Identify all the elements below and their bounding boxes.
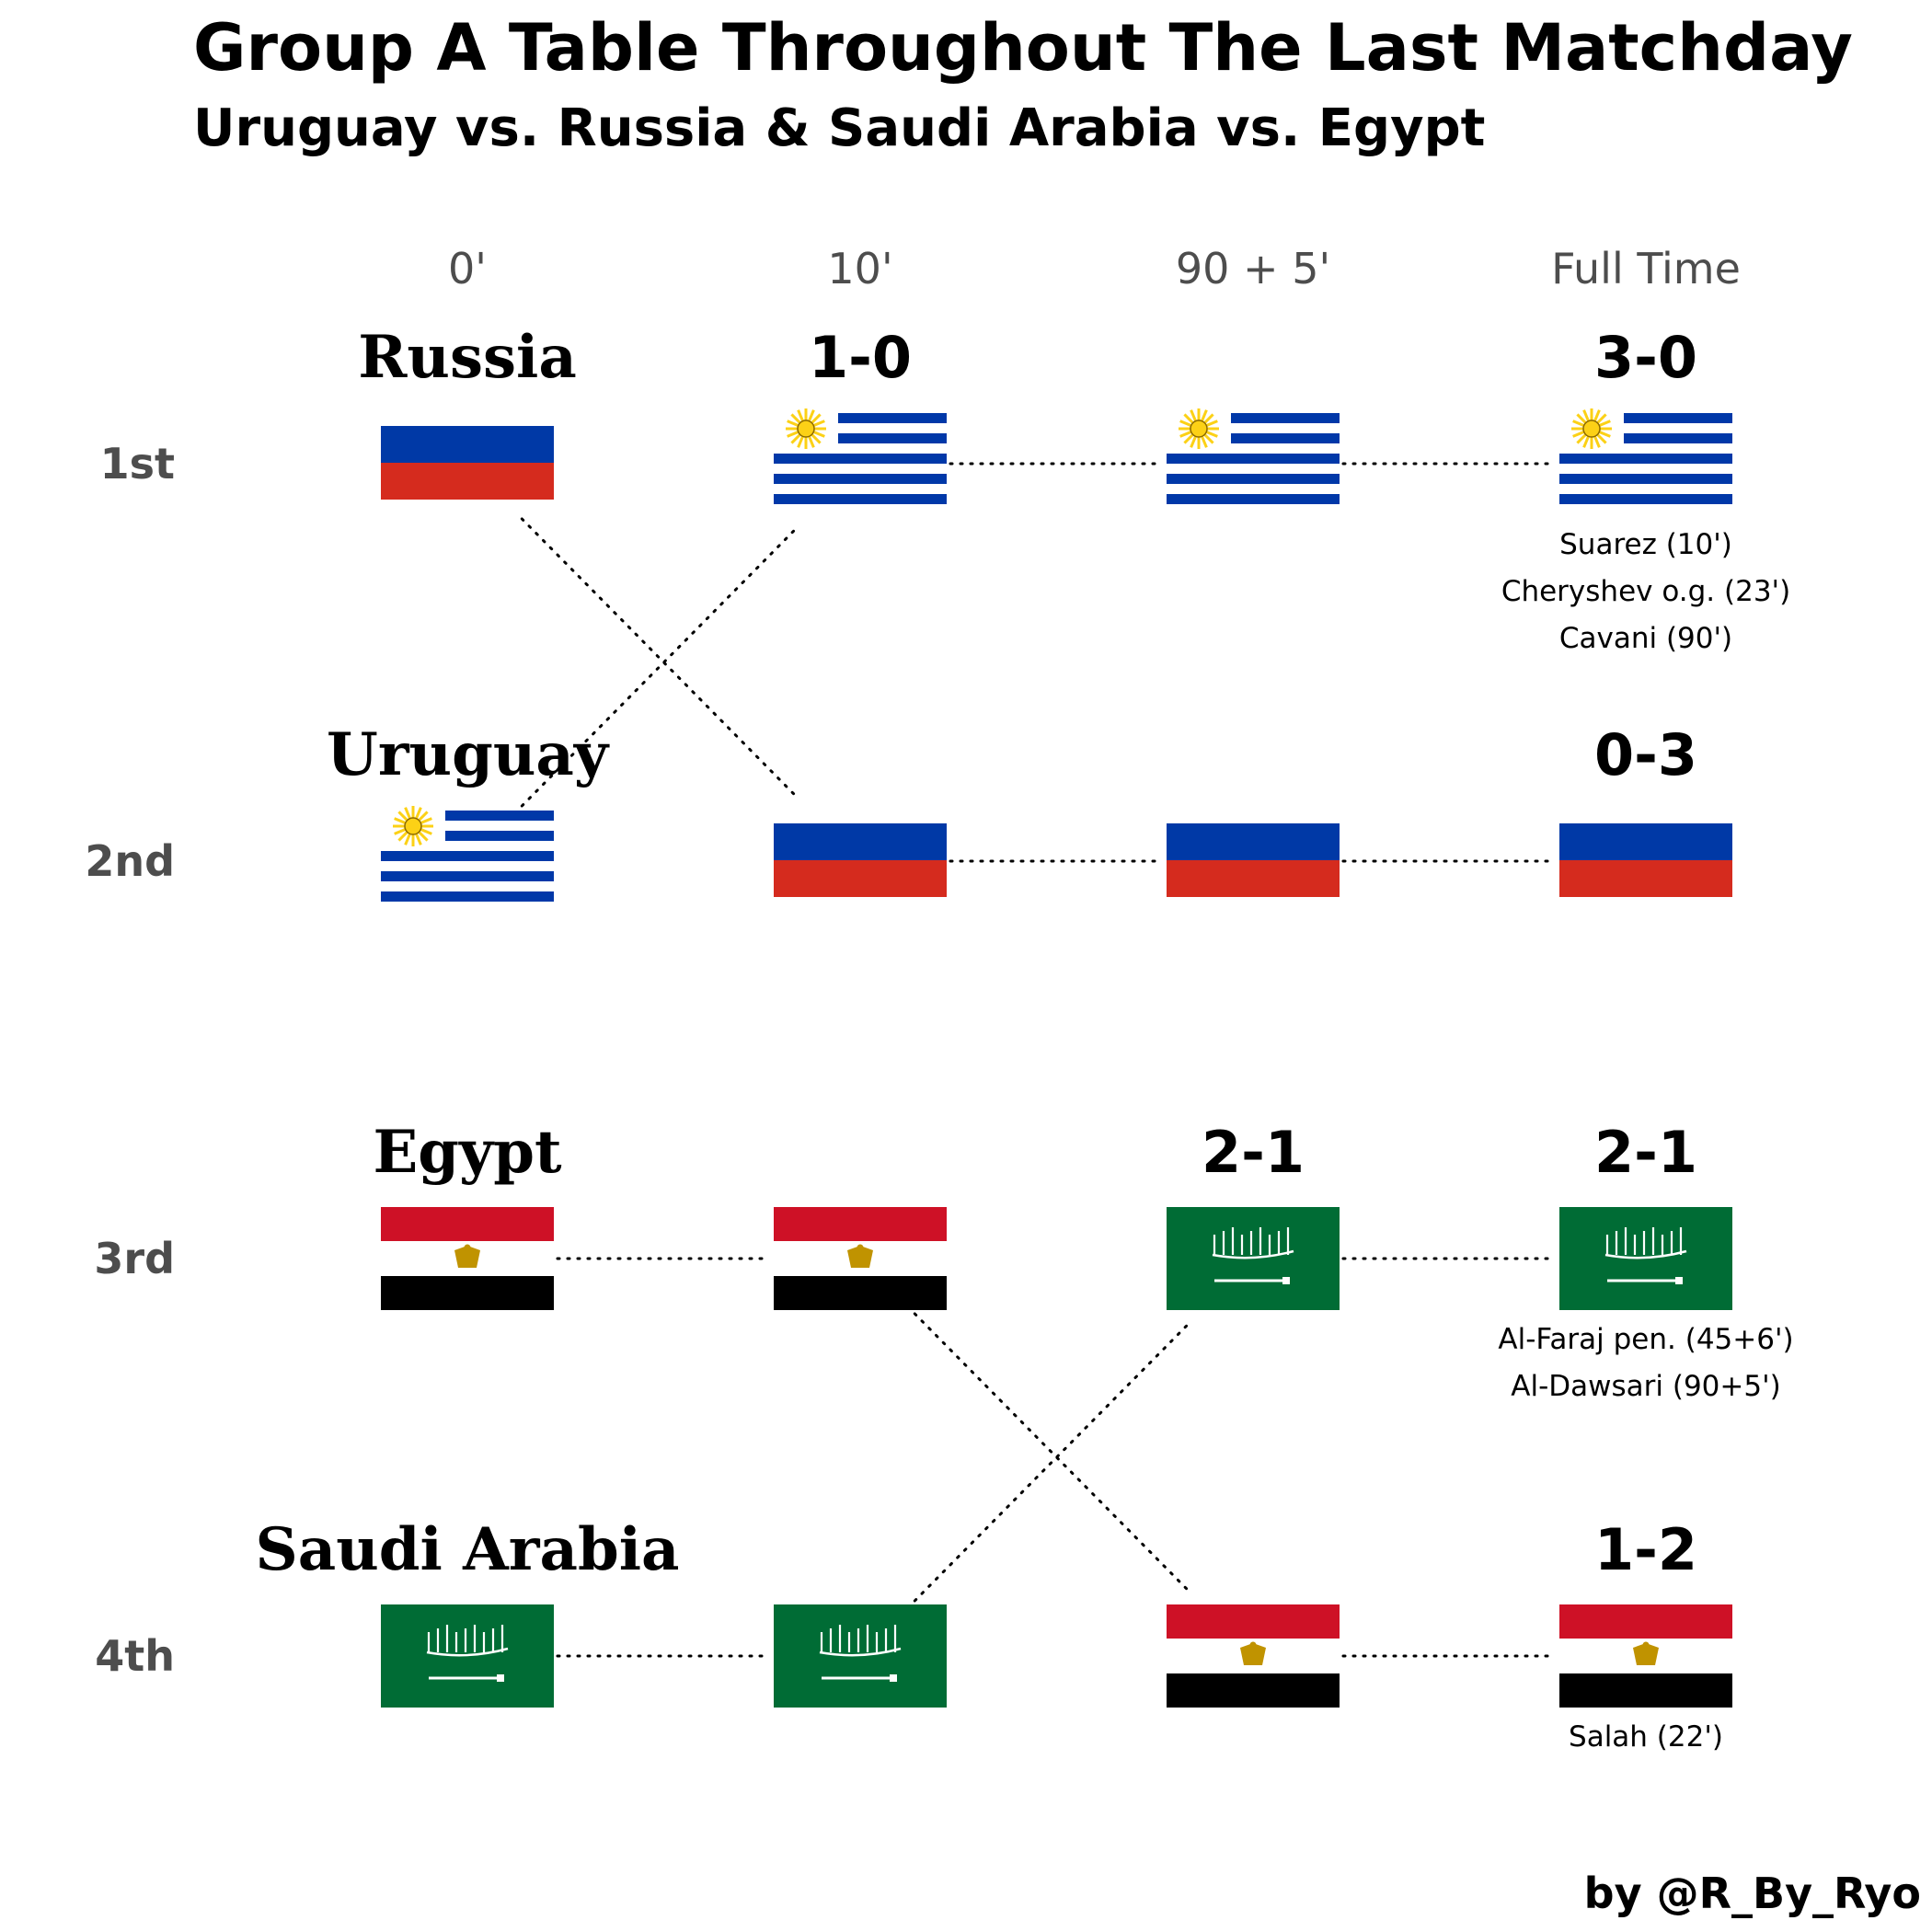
- column-label: 10': [827, 244, 892, 293]
- credit-label: by @R_By_Ryo: [1584, 1869, 1921, 1918]
- chart-marks: [381, 408, 1732, 1708]
- score-label: 2-1: [1594, 1119, 1697, 1186]
- connector-egypt-1: [913, 1312, 1190, 1593]
- score-label: 0-3: [1594, 721, 1697, 788]
- eagle-icon: [847, 1244, 873, 1268]
- rank-label: 1st: [100, 439, 175, 489]
- scorer-label: Salah (22'): [1569, 1720, 1723, 1754]
- flag-egypt: [381, 1207, 554, 1310]
- team-name-russia: Russia: [358, 323, 577, 392]
- flag-uruguay: [1167, 408, 1340, 504]
- sword-icon: [822, 1674, 897, 1682]
- connector-russia-0: [520, 517, 798, 798]
- sun-of-may-icon: [1179, 408, 1219, 449]
- column-label: 0': [448, 244, 487, 293]
- eagle-icon: [1240, 1641, 1266, 1665]
- flag-saudi-arabia: [1559, 1207, 1732, 1310]
- scorer-label: Al-Faraj pen. (45+6'): [1498, 1323, 1793, 1356]
- flag-egypt: [1559, 1604, 1732, 1708]
- scorer-label: Suarez (10'): [1559, 528, 1732, 561]
- chart-subtitle: Uruguay vs. Russia & Saudi Arabia vs. Eg…: [193, 98, 1485, 158]
- scorer-label: Cheryshev o.g. (23'): [1501, 575, 1790, 608]
- chart-title: Group A Table Throughout The Last Matchd…: [193, 10, 1853, 86]
- eagle-icon: [1633, 1641, 1659, 1665]
- rank-label: 4th: [95, 1631, 175, 1681]
- flag-russia: [1167, 823, 1340, 897]
- team-name-saudi-arabia: Saudi Arabia: [256, 1515, 680, 1584]
- flag-saudi-arabia: [1167, 1207, 1340, 1310]
- shahada-icon: [426, 1625, 509, 1657]
- eagle-icon: [454, 1244, 480, 1268]
- score-label: 2-1: [1202, 1119, 1305, 1186]
- rank-label: 3rd: [94, 1234, 175, 1283]
- sun-of-may-icon: [786, 408, 826, 449]
- column-label: Full Time: [1551, 244, 1741, 293]
- shahada-icon: [1604, 1227, 1687, 1259]
- scorer-label: Cavani (90'): [1559, 622, 1732, 655]
- scorer-label: Al-Dawsari (90+5'): [1511, 1370, 1780, 1403]
- connector-uruguay-0: [520, 527, 798, 808]
- flag-russia: [774, 823, 947, 897]
- sword-icon: [429, 1674, 504, 1682]
- flag-egypt: [774, 1207, 947, 1310]
- flag-russia: [381, 426, 554, 500]
- connector-saudi-arabia-1: [913, 1322, 1190, 1603]
- score-label: 3-0: [1594, 324, 1697, 391]
- team-name-egypt: Egypt: [373, 1118, 561, 1187]
- sword-icon: [1214, 1277, 1290, 1284]
- shahada-icon: [819, 1625, 902, 1657]
- team-name-uruguay: Uruguay: [327, 720, 610, 789]
- shahada-icon: [1212, 1227, 1294, 1259]
- sun-of-may-icon: [393, 806, 433, 846]
- flag-uruguay: [774, 408, 947, 504]
- flag-russia: [1559, 823, 1732, 897]
- flag-egypt: [1167, 1604, 1340, 1708]
- rank-label: 2nd: [85, 836, 175, 886]
- column-label: 90 + 5': [1176, 244, 1330, 293]
- sun-of-may-icon: [1571, 408, 1612, 449]
- flag-saudi-arabia: [381, 1604, 554, 1708]
- connector-lines: [520, 462, 1558, 1658]
- sword-icon: [1607, 1277, 1683, 1284]
- flag-uruguay: [381, 806, 554, 902]
- score-label: 1-0: [809, 324, 912, 391]
- chart-labels: 0' 10' 90 + 5' Full Time 1st 2nd 3rd 4th Russia U…: [85, 244, 1793, 1754]
- score-label: 1-2: [1594, 1516, 1697, 1583]
- flag-uruguay: [1559, 408, 1732, 504]
- flag-saudi-arabia: [774, 1604, 947, 1708]
